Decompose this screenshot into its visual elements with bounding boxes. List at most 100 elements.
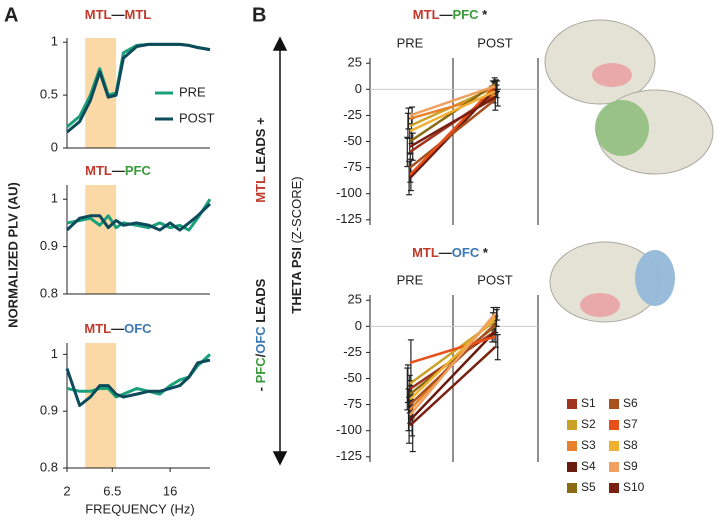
legend-swatch bbox=[567, 483, 577, 493]
legend-label: S10 bbox=[623, 480, 645, 494]
chart-title-part: MTL bbox=[85, 7, 112, 22]
direction-label: - PFC/OFC LEADS bbox=[253, 278, 268, 391]
direction-label-part: PFC bbox=[253, 357, 268, 384]
y-tick-label: 0.9 bbox=[40, 403, 58, 418]
chart-title: MTL—PFC * bbox=[413, 7, 488, 22]
panel-label: A bbox=[4, 4, 18, 26]
legend-label: S7 bbox=[623, 417, 638, 431]
line bbox=[65, 202, 212, 232]
y-tick-label: 1 bbox=[51, 191, 58, 206]
y-tick-label: 0 bbox=[355, 81, 362, 96]
legend-label: S2 bbox=[581, 417, 596, 431]
legend-swatch bbox=[609, 483, 619, 493]
y-tick-label: 1 bbox=[51, 346, 58, 361]
legend-swatch bbox=[609, 441, 619, 451]
x-axis-label: FREQUENCY (Hz) bbox=[85, 501, 195, 516]
brain-illustrations bbox=[544, 19, 714, 323]
chart-title-part: MTL bbox=[85, 163, 112, 178]
chart-title-part: — bbox=[112, 163, 125, 178]
chart-title-part: MTL bbox=[412, 245, 439, 260]
subject-line bbox=[409, 330, 496, 422]
category-label: PRE bbox=[397, 35, 424, 50]
chart-title-part: — bbox=[111, 321, 124, 336]
chart-title-part: MTL bbox=[413, 7, 440, 22]
chart-title-part: — bbox=[439, 245, 452, 260]
y-tick-label: 25 bbox=[348, 292, 362, 307]
legend-label: S5 bbox=[581, 480, 596, 494]
category-label: POST bbox=[477, 272, 512, 287]
subject-line bbox=[409, 96, 496, 148]
direction-label-part: OFC bbox=[253, 326, 268, 354]
y-tick-label: 0.5 bbox=[40, 87, 58, 102]
direction-label-part: LEADS bbox=[253, 128, 268, 176]
legend-label: S3 bbox=[581, 438, 596, 452]
subject-line bbox=[409, 83, 496, 143]
legend-swatch bbox=[567, 399, 577, 409]
y-axis-label: THETA PSI (Z-SCORE) bbox=[289, 176, 304, 313]
subject-line bbox=[409, 90, 496, 133]
subject-line bbox=[409, 312, 496, 416]
y-tick-label: -50 bbox=[343, 133, 362, 148]
chart-title: MTL—MTL bbox=[85, 7, 151, 22]
direction-label-part: + bbox=[253, 117, 268, 129]
legend-label: S9 bbox=[623, 459, 638, 473]
y-tick-label: 25 bbox=[348, 55, 362, 70]
subject-line bbox=[409, 346, 496, 427]
line bbox=[65, 358, 211, 407]
legend-swatch bbox=[567, 441, 577, 451]
y-tick-label: -25 bbox=[343, 344, 362, 359]
y-tick-label: -50 bbox=[343, 370, 362, 385]
category-label: POST bbox=[477, 35, 512, 50]
x-tick-label: 6.5 bbox=[103, 483, 121, 498]
category-label: PRE bbox=[397, 272, 424, 287]
subject-line bbox=[409, 335, 496, 365]
line bbox=[66, 42, 211, 134]
direction-label-part: - bbox=[253, 383, 268, 391]
subject-line bbox=[409, 98, 496, 169]
x-tick-label: 16 bbox=[163, 483, 177, 498]
subject-line bbox=[409, 85, 496, 176]
subject-line bbox=[409, 84, 496, 117]
chart-title-part: * bbox=[479, 7, 489, 22]
y-tick-label: -100 bbox=[336, 422, 362, 437]
direction-label-part: MTL bbox=[253, 176, 268, 203]
y-tick-label: -100 bbox=[336, 185, 362, 200]
legend-label: S1 bbox=[581, 396, 596, 410]
chart-title-part: — bbox=[440, 7, 453, 22]
highlight-band bbox=[85, 185, 117, 294]
direction-label-part: LEADS bbox=[253, 278, 268, 326]
y-axis-label-part: THETA PSI bbox=[289, 247, 304, 313]
direction-arrow bbox=[272, 36, 288, 466]
y-tick-label: -25 bbox=[343, 107, 362, 122]
y-tick-label: 0 bbox=[51, 139, 58, 154]
y-axis-label-part: (Z-SCORE) bbox=[289, 176, 304, 247]
chart-title: MTL—PFC bbox=[85, 163, 151, 178]
legend-label: PRE bbox=[179, 84, 206, 99]
chart-title-part: PFC bbox=[453, 7, 480, 22]
line bbox=[66, 198, 212, 232]
x-tick-label: 2 bbox=[63, 483, 70, 498]
y-tick-label: 0.9 bbox=[40, 238, 58, 253]
legend-swatch bbox=[567, 420, 577, 430]
chart-title: MTL—OFC * bbox=[412, 245, 489, 260]
legend-label: S4 bbox=[581, 459, 596, 473]
legend-swatch bbox=[609, 420, 619, 430]
y-tick-label: -75 bbox=[343, 159, 362, 174]
chart-title-part: — bbox=[112, 7, 125, 22]
y-tick-label: -125 bbox=[336, 211, 362, 226]
legend-swatch bbox=[567, 462, 577, 472]
panel-label: B bbox=[252, 4, 266, 26]
y-tick-label: 1 bbox=[51, 34, 58, 49]
direction-label: MTL LEADS + bbox=[253, 117, 268, 203]
y-tick-label: 0 bbox=[355, 318, 362, 333]
chart-title-part: PFC bbox=[125, 163, 152, 178]
y-tick-label: 0.8 bbox=[40, 285, 58, 300]
chart-title-part: OFC bbox=[452, 245, 480, 260]
y-axis-label: NORMALIZED PLV (AU) bbox=[5, 182, 20, 328]
highlight-band bbox=[85, 343, 117, 468]
chart-title-part: OFC bbox=[124, 321, 152, 336]
y-tick-label: -125 bbox=[336, 448, 362, 463]
legend-label: S6 bbox=[623, 396, 638, 410]
chart-title-part: MTL bbox=[125, 7, 152, 22]
chart-title-part: * bbox=[479, 245, 489, 260]
